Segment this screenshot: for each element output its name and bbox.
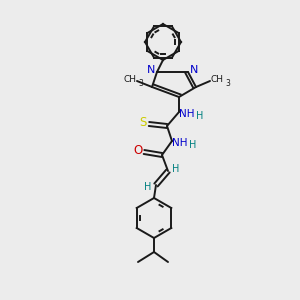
Text: CH: CH — [124, 76, 136, 85]
Text: H: H — [196, 111, 204, 121]
Text: 3: 3 — [139, 79, 143, 88]
Text: NH: NH — [172, 138, 188, 148]
Text: H: H — [144, 182, 152, 192]
Text: N: N — [190, 65, 198, 75]
Text: H: H — [189, 140, 197, 150]
Text: 3: 3 — [226, 79, 230, 88]
Text: H: H — [172, 164, 180, 174]
Text: CH: CH — [211, 76, 224, 85]
Text: S: S — [139, 116, 147, 130]
Text: O: O — [134, 145, 142, 158]
Text: NH: NH — [179, 109, 195, 119]
Text: N: N — [147, 65, 155, 75]
